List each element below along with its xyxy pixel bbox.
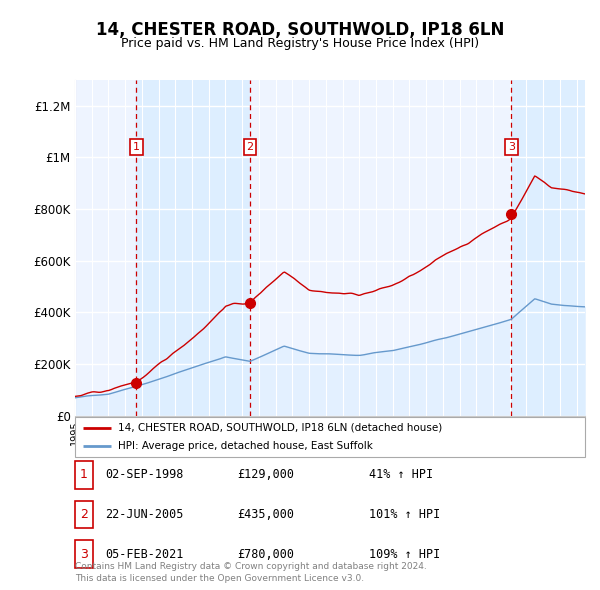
Text: Contains HM Land Registry data © Crown copyright and database right 2024.
This d: Contains HM Land Registry data © Crown c… — [75, 562, 427, 583]
Text: 109% ↑ HPI: 109% ↑ HPI — [369, 548, 440, 560]
Bar — [511, 80, 585, 416]
Text: £129,000: £129,000 — [237, 468, 294, 481]
Text: 1: 1 — [80, 468, 88, 481]
Text: 2: 2 — [247, 142, 254, 152]
Text: 14, CHESTER ROAD, SOUTHWOLD, IP18 6LN (detached house): 14, CHESTER ROAD, SOUTHWOLD, IP18 6LN (d… — [118, 423, 443, 433]
Text: £435,000: £435,000 — [237, 508, 294, 521]
Text: 02-SEP-1998: 02-SEP-1998 — [105, 468, 184, 481]
Bar — [250, 80, 511, 416]
Text: 05-FEB-2021: 05-FEB-2021 — [105, 548, 184, 560]
Text: 14, CHESTER ROAD, SOUTHWOLD, IP18 6LN: 14, CHESTER ROAD, SOUTHWOLD, IP18 6LN — [96, 21, 504, 39]
Text: 1: 1 — [133, 142, 140, 152]
Text: HPI: Average price, detached house, East Suffolk: HPI: Average price, detached house, East… — [118, 441, 373, 451]
Text: 3: 3 — [508, 142, 515, 152]
Text: £780,000: £780,000 — [237, 548, 294, 560]
Text: 2: 2 — [80, 508, 88, 521]
Text: 22-JUN-2005: 22-JUN-2005 — [105, 508, 184, 521]
Text: 3: 3 — [80, 548, 88, 560]
Bar — [136, 80, 250, 416]
Bar — [75, 80, 136, 416]
Text: 101% ↑ HPI: 101% ↑ HPI — [369, 508, 440, 521]
Text: 41% ↑ HPI: 41% ↑ HPI — [369, 468, 433, 481]
Text: Price paid vs. HM Land Registry's House Price Index (HPI): Price paid vs. HM Land Registry's House … — [121, 37, 479, 50]
